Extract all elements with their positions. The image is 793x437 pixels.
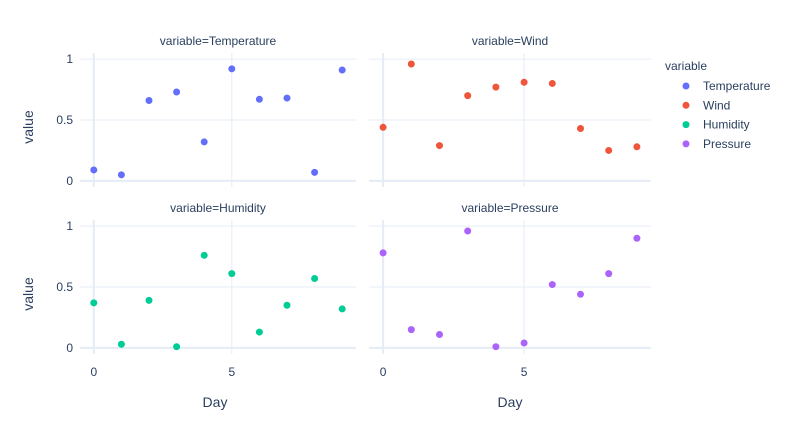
facet-panels: variable=Temperature 0 0.5 1 variable=Wind va… (56, 34, 651, 379)
legend-label: Humidity (703, 118, 750, 132)
data-point-wind[interactable] (492, 83, 500, 91)
data-point-humidity[interactable] (173, 343, 181, 351)
data-point-wind[interactable] (464, 92, 472, 100)
legend-label: Temperature (703, 79, 771, 93)
data-point-wind[interactable] (407, 60, 415, 68)
data-point-pressure[interactable] (548, 281, 556, 289)
data-point-temperature[interactable] (90, 166, 98, 174)
data-point-temperature[interactable] (311, 168, 319, 176)
data-point-wind[interactable] (548, 79, 556, 87)
x-axis-title-right: Day (498, 394, 523, 410)
data-point-pressure[interactable] (520, 339, 528, 347)
facet-title-pressure: variable=Pressure (461, 201, 558, 215)
data-point-humidity[interactable] (90, 299, 98, 307)
legend-marker-icon (682, 140, 690, 148)
data-point-humidity[interactable] (311, 274, 319, 282)
x-axis-title-left: Day (203, 394, 228, 410)
data-point-pressure[interactable] (605, 270, 613, 278)
legend-label: Pressure (703, 137, 751, 151)
legend-item-wind[interactable]: Wind (682, 98, 731, 112)
data-point-wind[interactable] (605, 146, 613, 154)
data-point-temperature[interactable] (145, 97, 153, 105)
data-point-humidity[interactable] (145, 296, 153, 304)
y-tick-label: 1 (66, 219, 73, 233)
data-point-temperature[interactable] (117, 171, 125, 179)
data-point-wind[interactable] (379, 123, 387, 131)
facet-title-humidity: variable=Humidity (170, 201, 266, 215)
legend-item-pressure[interactable]: Pressure (682, 137, 752, 151)
data-point-pressure[interactable] (436, 331, 443, 339)
y-axis-title-bottom: value (20, 277, 36, 311)
legend-item-humidity[interactable]: Humidity (682, 118, 750, 132)
x-tick-label: 5 (521, 365, 528, 379)
legend-title: variable (665, 59, 707, 73)
facet-panel-wind: variable=Wind (369, 34, 651, 187)
data-point-humidity[interactable] (117, 340, 125, 348)
y-tick-label: 0.5 (56, 113, 73, 127)
data-point-pressure[interactable] (464, 227, 472, 235)
data-point-temperature[interactable] (173, 88, 181, 96)
facet-title-temperature: variable=Temperature (160, 34, 277, 48)
data-point-pressure[interactable] (492, 343, 500, 351)
y-tick-label: 0 (66, 174, 73, 188)
data-point-pressure[interactable] (633, 234, 641, 242)
data-point-temperature[interactable] (200, 138, 208, 146)
data-point-wind[interactable] (633, 143, 641, 151)
data-point-humidity[interactable] (283, 301, 291, 309)
data-point-humidity[interactable] (200, 251, 208, 259)
y-tick-label: 1 (66, 52, 73, 66)
y-axis-title-top: value (20, 110, 36, 144)
legend-marker-icon (682, 82, 690, 90)
data-point-wind[interactable] (520, 78, 528, 86)
data-point-pressure[interactable] (577, 290, 584, 298)
data-point-humidity[interactable] (338, 305, 346, 313)
data-point-humidity[interactable] (255, 328, 263, 336)
facet-title-wind: variable=Wind (472, 34, 548, 48)
facet-panel-temperature: variable=Temperature 0 0.5 1 (56, 34, 356, 188)
x-tick-label: 5 (228, 365, 235, 379)
legend: variable Temperature Wind Humidity Pressure (665, 59, 771, 151)
x-tick-label: 0 (90, 365, 97, 379)
data-point-humidity[interactable] (228, 270, 236, 278)
facet-panel-humidity: variable=Humidity 0 0.5 1 0 5 (56, 201, 356, 379)
x-tick-label: 0 (380, 365, 387, 379)
legend-label: Wind (703, 98, 730, 112)
data-point-temperature[interactable] (338, 66, 346, 74)
y-tick-label: 0.5 (56, 280, 73, 294)
y-tick-label: 0 (66, 341, 73, 355)
data-point-pressure[interactable] (407, 326, 415, 334)
data-point-temperature[interactable] (283, 94, 291, 102)
data-point-wind[interactable] (436, 142, 443, 150)
legend-item-temperature[interactable]: Temperature (682, 79, 771, 93)
axis-titles: Day Day value value (20, 110, 522, 410)
data-point-pressure[interactable] (379, 249, 387, 257)
legend-marker-icon (682, 121, 690, 129)
data-point-temperature[interactable] (255, 95, 263, 103)
facet-panel-pressure: variable=Pressure 0 5 (369, 201, 651, 379)
data-point-wind[interactable] (577, 125, 584, 133)
legend-marker-icon (682, 101, 690, 109)
data-point-temperature[interactable] (228, 65, 236, 73)
